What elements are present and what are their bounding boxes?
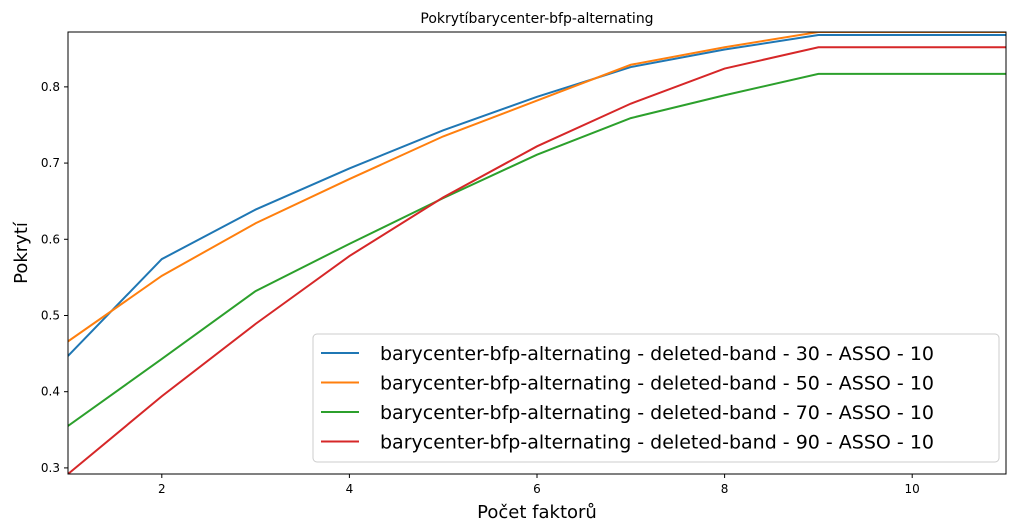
- y-tick-label: 0.3: [41, 461, 60, 475]
- series-line-2: [68, 32, 1006, 343]
- legend: barycenter-bfp-alternating - deleted-ban…: [312, 333, 1000, 463]
- y-axis: 0.3 0.4 0.5 0.6 0.7 0.8: [41, 80, 68, 475]
- legend-label-4: barycenter-bfp-alternating - deleted-ban…: [380, 432, 934, 454]
- x-tick-label: 6: [533, 482, 541, 496]
- x-axis: 2 4 6 8 10: [158, 474, 920, 496]
- x-axis-label: Počet faktorů: [477, 502, 597, 523]
- series-line-4: [68, 46, 1006, 474]
- x-tick-label: 10: [905, 482, 920, 496]
- x-tick-label: 2: [158, 482, 166, 496]
- plot-area: [68, 32, 1006, 474]
- legend-box: [312, 333, 1000, 463]
- y-axis-label: Pokrytí: [11, 221, 32, 284]
- y-tick-label: 0.6: [41, 232, 60, 246]
- x-tick-label: 4: [346, 482, 354, 496]
- y-tick-label: 0.4: [41, 385, 60, 399]
- y-tick-label: 0.8: [41, 80, 60, 94]
- series-line-1: [68, 34, 1006, 357]
- legend-label-3: barycenter-bfp-alternating - deleted-ban…: [380, 402, 934, 424]
- chart-title: Pokrytíbarycenter-bfp-alternating: [420, 11, 653, 27]
- legend-label-1: barycenter-bfp-alternating - deleted-ban…: [380, 343, 934, 365]
- series-line-3: [68, 72, 1006, 427]
- x-tick-label: 8: [721, 482, 729, 496]
- y-tick-label: 0.5: [41, 308, 60, 322]
- legend-label-2: barycenter-bfp-alternating - deleted-ban…: [380, 373, 934, 395]
- y-tick-label: 0.7: [41, 156, 60, 170]
